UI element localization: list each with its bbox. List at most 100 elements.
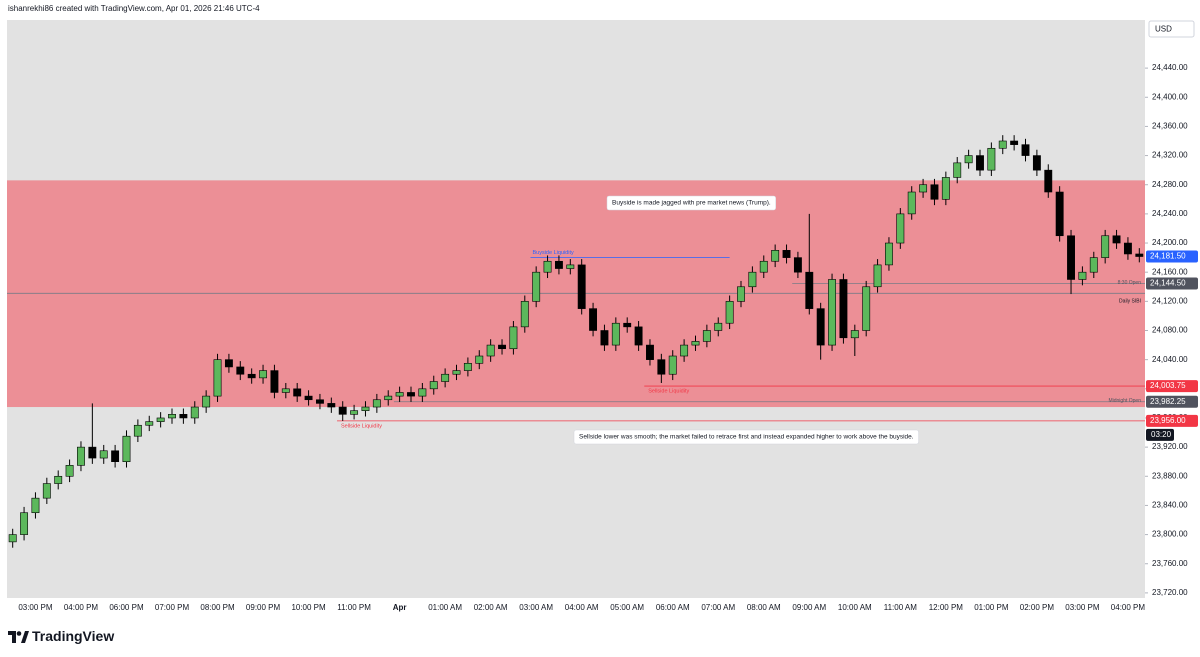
y-tick-label: 23,920.00 xyxy=(1152,442,1188,451)
candle-body xyxy=(384,395,393,401)
price-label: 23,956.00 xyxy=(1150,416,1186,425)
candle-body xyxy=(99,450,108,459)
logo-mark xyxy=(8,631,16,643)
x-tick-label: 02:00 PM xyxy=(1020,603,1055,612)
candle-body xyxy=(964,155,973,164)
x-tick-label: 12:00 PM xyxy=(929,603,964,612)
candle-body xyxy=(828,279,836,346)
price-label-box xyxy=(1146,277,1198,290)
candle-body xyxy=(327,403,336,408)
y-tick-label: 24,400.00 xyxy=(1152,92,1188,101)
candle-body xyxy=(919,184,928,193)
x-tick-label: Apr xyxy=(393,603,407,612)
candle-body xyxy=(1123,242,1132,255)
candle-body xyxy=(748,271,757,288)
x-tick-label: 03:00 PM xyxy=(1065,603,1100,612)
annotation: Sellside lower was smooth; the market fa… xyxy=(579,434,914,441)
brand-logo xyxy=(8,631,29,643)
candle-body xyxy=(224,359,233,368)
countdown: 03:20 xyxy=(1151,430,1172,439)
candle-body xyxy=(486,344,495,357)
y-tick-label: 24,200.00 xyxy=(1152,238,1188,247)
x-tick-label: 09:00 PM xyxy=(246,603,281,612)
candle-body xyxy=(668,355,677,375)
logo-dot xyxy=(16,631,22,636)
y-tick-label: 23,800.00 xyxy=(1152,530,1188,539)
y-tick-label: 24,160.00 xyxy=(1152,267,1188,276)
candle-body xyxy=(179,414,188,419)
last-price: 24,181.50 xyxy=(1150,252,1186,261)
annotation-box xyxy=(606,195,776,211)
candle-body xyxy=(680,344,689,357)
candle-body xyxy=(281,388,290,393)
last-price-box xyxy=(1146,250,1198,263)
candle-body xyxy=(54,475,63,484)
level-label: 8:30 Open xyxy=(1118,280,1142,286)
candle-body xyxy=(1044,169,1053,193)
candle-body xyxy=(543,260,552,273)
x-tick-label: 08:00 AM xyxy=(747,603,781,612)
candle-body xyxy=(1089,257,1098,273)
y-tick-label: 24,280.00 xyxy=(1152,180,1188,189)
x-tick-label: 04:00 PM xyxy=(1111,603,1146,612)
candle-body xyxy=(316,399,324,404)
candle-body xyxy=(463,363,472,371)
candle-body xyxy=(441,373,450,382)
candle-body xyxy=(77,446,85,466)
candle-body xyxy=(759,260,768,273)
candle-body xyxy=(816,308,825,346)
candle-body xyxy=(259,370,267,379)
candle-body xyxy=(361,406,370,411)
candle-body xyxy=(850,330,859,339)
candle-body xyxy=(1135,253,1144,257)
x-tick-label: 09:00 AM xyxy=(792,603,826,612)
candle-body xyxy=(941,177,950,200)
candle-body xyxy=(532,271,541,302)
candle-body xyxy=(976,155,984,171)
candle-body xyxy=(8,534,17,543)
candle-body xyxy=(190,406,199,419)
candle-body xyxy=(270,370,279,393)
y-tick-label: 24,360.00 xyxy=(1152,122,1188,131)
y-tick-label: 24,080.00 xyxy=(1152,326,1188,335)
candle-body xyxy=(611,322,620,346)
candle-body xyxy=(372,399,381,408)
level-label: Buyside Liquidity xyxy=(532,250,574,256)
candle-body xyxy=(885,242,893,266)
candle-body xyxy=(998,140,1007,149)
candle-body xyxy=(429,381,438,390)
x-tick-label: 05:00 AM xyxy=(610,603,644,612)
candle-body xyxy=(702,330,711,342)
candle-body xyxy=(509,326,518,350)
candle-body xyxy=(930,184,939,200)
candle-body xyxy=(168,414,176,419)
candle-body xyxy=(782,250,791,258)
candle-body xyxy=(304,395,313,401)
x-tick-label: 08:00 PM xyxy=(200,603,235,612)
candle-body xyxy=(907,191,916,215)
y-tick-label: 24,120.00 xyxy=(1152,296,1188,305)
level-label: Midnight Open xyxy=(1108,398,1141,404)
candle-body xyxy=(839,279,848,339)
candle-body xyxy=(65,465,74,477)
candle-body xyxy=(1101,235,1110,258)
price-label-box xyxy=(1146,414,1198,427)
header: ishanrekhi86 created with TradingView.co… xyxy=(8,4,260,13)
candle-body xyxy=(554,260,563,269)
candle-body xyxy=(498,344,506,350)
annotation: Buyside is made jagged with pre market n… xyxy=(612,200,771,207)
candle-body xyxy=(350,410,359,415)
price-label: 24,144.50 xyxy=(1150,279,1186,288)
candle-body xyxy=(236,366,245,375)
candle-body xyxy=(691,341,700,346)
candle-body xyxy=(987,147,996,171)
candle-body xyxy=(1010,140,1019,145)
y-tick-label: 24,440.00 xyxy=(1152,63,1188,72)
candle-body xyxy=(418,388,427,397)
candle-body xyxy=(634,326,643,346)
candle-body xyxy=(111,450,120,462)
candle-body xyxy=(293,388,302,397)
candle-body xyxy=(1078,271,1087,280)
